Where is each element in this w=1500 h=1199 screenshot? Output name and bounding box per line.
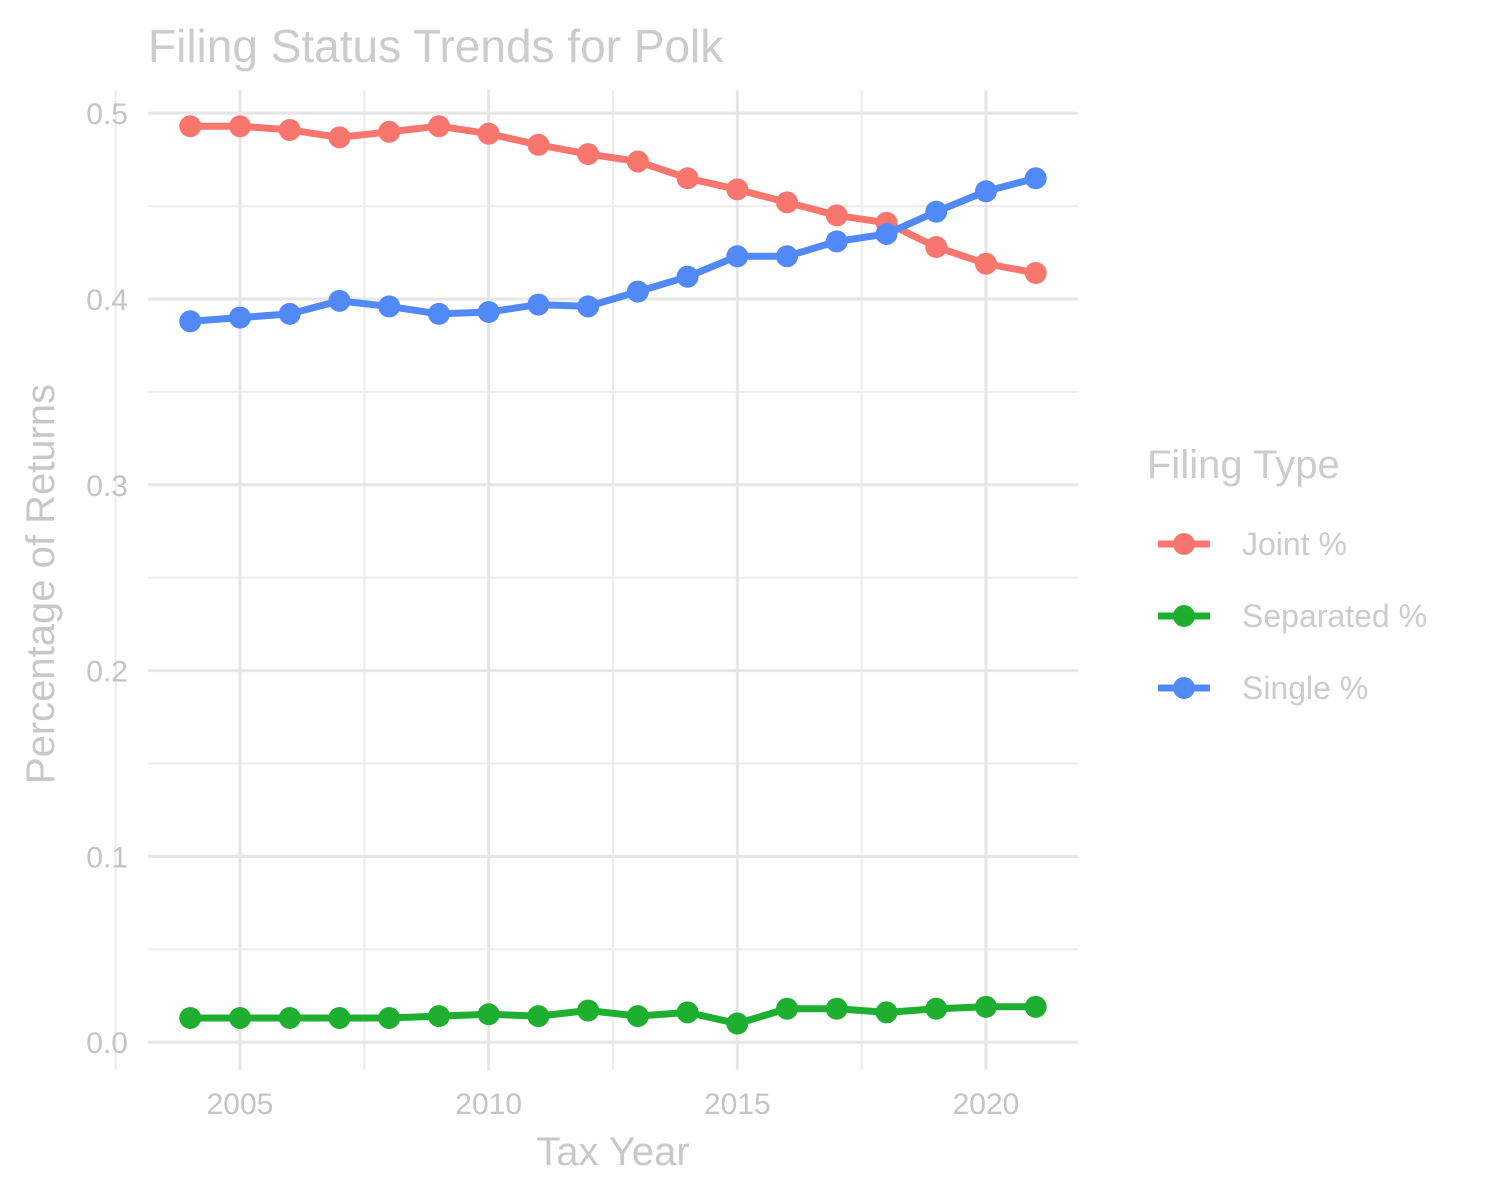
data-point-separated	[229, 1006, 252, 1029]
data-point-joint	[328, 126, 351, 149]
data-point-single	[974, 180, 997, 203]
data-point-separated	[278, 1006, 301, 1029]
series-layer	[179, 115, 1047, 1035]
data-point-single	[179, 310, 202, 333]
y-tick-label: 0.5	[86, 98, 128, 131]
data-point-separated	[577, 999, 600, 1022]
data-point-joint	[278, 118, 301, 141]
data-point-single	[825, 230, 848, 253]
y-tick-label: 0.2	[86, 656, 128, 689]
data-point-joint	[676, 167, 699, 190]
data-point-single	[925, 200, 948, 223]
data-point-single	[577, 295, 600, 318]
data-point-joint	[1024, 261, 1047, 284]
data-point-separated	[776, 997, 799, 1020]
data-point-separated	[925, 997, 948, 1020]
legend-key-point	[1173, 605, 1195, 627]
data-point-separated	[726, 1012, 749, 1035]
data-point-separated	[626, 1005, 649, 1028]
x-tick-label: 2005	[207, 1088, 274, 1121]
y-axis-title: Percentage of Returns	[19, 384, 63, 784]
data-point-single	[477, 301, 500, 324]
data-point-joint	[527, 133, 550, 156]
data-point-joint	[626, 150, 649, 173]
legend-label: Joint %	[1242, 526, 1347, 562]
data-point-joint	[726, 178, 749, 201]
data-point-single	[1024, 167, 1047, 190]
series-separated	[179, 995, 1047, 1035]
data-point-separated	[825, 997, 848, 1020]
legend-item-separated: Separated %	[1158, 598, 1427, 634]
data-point-separated	[179, 1006, 202, 1029]
legend-label: Single %	[1242, 670, 1368, 706]
data-point-joint	[974, 252, 997, 275]
y-axis-ticks: 0.0 0.1 0.2 0.3 0.4 0.5	[86, 98, 128, 1060]
legend: Filing Type Joint % Separated % Single %	[1147, 443, 1427, 706]
data-point-separated	[676, 1001, 699, 1024]
y-tick-label: 0.4	[86, 284, 128, 317]
data-point-joint	[179, 115, 202, 138]
data-point-single	[726, 245, 749, 268]
x-tick-label: 2010	[455, 1088, 522, 1121]
data-point-single	[278, 302, 301, 325]
legend-key-point	[1173, 533, 1195, 555]
x-tick-label: 2015	[704, 1088, 771, 1121]
data-point-separated	[974, 995, 997, 1018]
y-tick-label: 0.0	[86, 1027, 128, 1060]
x-axis-ticks: 2005 2010 2015 2020	[207, 1088, 1020, 1121]
data-point-single	[527, 293, 550, 316]
data-point-separated	[378, 1006, 401, 1029]
legend-item-single: Single %	[1158, 670, 1368, 706]
legend-label: Separated %	[1242, 598, 1427, 634]
x-tick-label: 2020	[953, 1088, 1020, 1121]
data-point-joint	[577, 143, 600, 166]
legend-title: Filing Type	[1147, 443, 1340, 487]
data-point-separated	[328, 1006, 351, 1029]
data-point-separated	[527, 1005, 550, 1028]
data-point-separated	[427, 1005, 450, 1028]
data-point-single	[378, 295, 401, 318]
data-point-separated	[875, 1001, 898, 1024]
y-tick-label: 0.3	[86, 470, 128, 503]
data-point-joint	[776, 191, 799, 214]
data-point-single	[875, 222, 898, 245]
legend-item-joint: Joint %	[1158, 526, 1347, 562]
data-point-joint	[477, 122, 500, 145]
data-point-separated	[477, 1003, 500, 1026]
series-single	[179, 167, 1047, 333]
data-point-single	[776, 245, 799, 268]
chart-title: Filing Status Trends for Polk	[148, 20, 724, 72]
data-point-single	[676, 265, 699, 288]
legend-key-point	[1173, 677, 1195, 699]
data-point-joint	[229, 115, 252, 138]
x-axis-title: Tax Year	[536, 1130, 689, 1174]
data-point-separated	[1024, 995, 1047, 1018]
data-point-joint	[378, 120, 401, 143]
data-point-single	[427, 302, 450, 325]
data-point-single	[328, 289, 351, 312]
y-tick-label: 0.1	[86, 841, 128, 874]
data-point-joint	[427, 115, 450, 138]
data-point-joint	[925, 235, 948, 258]
data-point-single	[229, 306, 252, 329]
data-point-single	[626, 280, 649, 303]
data-point-joint	[825, 204, 848, 227]
